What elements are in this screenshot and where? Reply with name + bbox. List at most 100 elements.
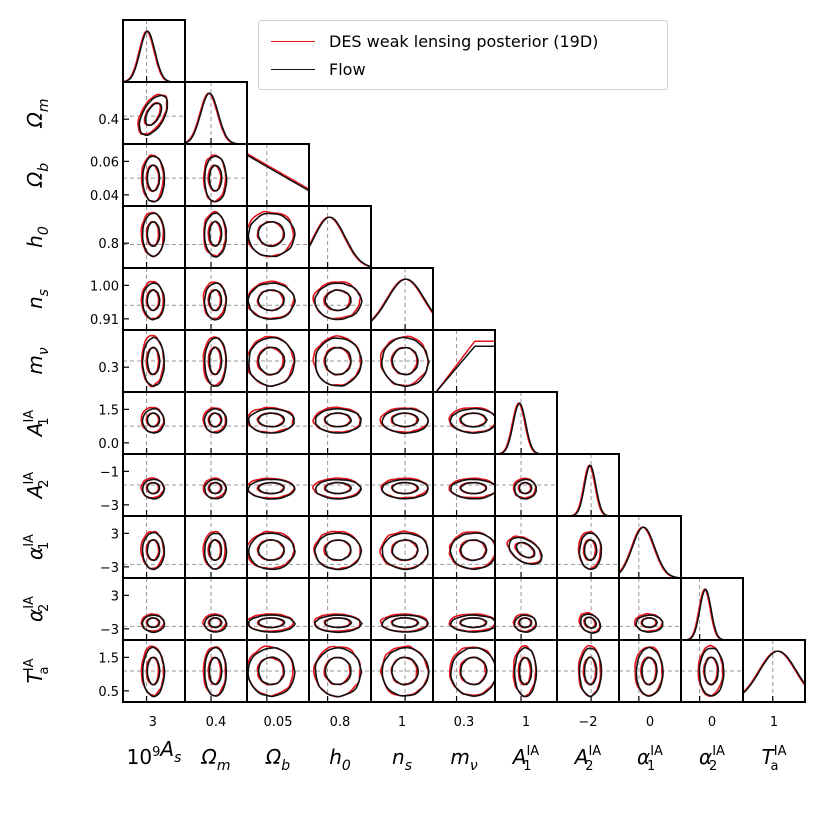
marginal-flow-line (371, 278, 433, 322)
contour-flow-outer (141, 282, 166, 321)
panel-h0-Om (184, 205, 248, 269)
contour-flow-inner (324, 617, 353, 629)
y-axis-labels-layer: Ωm Ωb h0 ns mν AIA1 AIA2 αIA1 αIA2 TIAa (22, 99, 52, 684)
panel-Ta-As (122, 639, 186, 703)
panel-A2-ns (370, 453, 434, 517)
contour-des-outer (247, 530, 296, 570)
x-axis-label-A2: AIA 2 (573, 744, 602, 774)
panel-al2-al1 (618, 577, 682, 641)
panel-al2-As (122, 577, 186, 641)
panel-frame (494, 515, 558, 579)
contour-flow-inner (146, 412, 161, 428)
contour-flow-outer (381, 532, 429, 571)
contour-flow-outer (513, 478, 538, 500)
contour-flow-outer (635, 614, 664, 633)
contour-des-outer (379, 335, 429, 387)
y-tick-label: −3 (100, 561, 119, 576)
marginal-des-line (743, 650, 805, 694)
panel-Ta-Om (184, 639, 248, 703)
y-tick-label: 0.0 (98, 437, 119, 452)
panel-frame (184, 143, 248, 207)
x-tick-label: 0 (646, 715, 654, 730)
contour-flow-inner (257, 481, 285, 495)
panel-al1-al1 (618, 515, 682, 579)
y-tick-label: 1.5 (98, 651, 119, 666)
panel-ns-ns (370, 267, 434, 331)
contour-flow-outer (141, 531, 166, 571)
contour-flow-inner (258, 617, 286, 629)
panel-al1-A1 (494, 515, 558, 579)
panel-ns-h0 (308, 267, 372, 331)
contour-des-outer (312, 645, 362, 698)
contour-flow-inner (146, 164, 161, 192)
contour-flow-inner (146, 289, 161, 312)
contour-flow-inner (146, 617, 161, 629)
contour-flow-outer (513, 646, 538, 698)
panel-Ta-h0 (308, 639, 372, 703)
contour-flow-outer (381, 336, 430, 388)
contour-flow-outer (247, 646, 296, 698)
panel-Om-Om (184, 81, 248, 145)
contour-flow-outer (141, 478, 166, 500)
x-tick-label: −2 (578, 715, 597, 730)
contour-des-inner (207, 289, 222, 312)
panel-al1-A2 (556, 515, 620, 579)
panel-h0-Ob (246, 205, 310, 269)
panel-frame (494, 577, 558, 641)
panel-Ta-al1 (618, 639, 682, 703)
marginal-des-line (371, 278, 433, 322)
panel-h0-As (122, 205, 186, 269)
legend: DES weak lensing posterior (19D) Flow (258, 20, 668, 90)
y-tick-label: 3 (111, 589, 119, 604)
y-axis-label-al1: αIA1 (22, 534, 52, 560)
panel-frame (308, 205, 372, 269)
x-tick-label: 1 (398, 715, 406, 730)
x-axis-label-Om: Ωm (201, 745, 231, 774)
contour-flow-outer (141, 336, 166, 388)
y-axis-label-ns: ns (23, 289, 52, 309)
marginal-des-line (247, 152, 309, 190)
panels-layer (122, 19, 806, 703)
panel-mnu-h0 (308, 329, 372, 393)
marginal-flow-line (619, 526, 681, 578)
contour-flow-inner (257, 289, 285, 312)
y-tick-label: 0.3 (98, 361, 119, 376)
panel-frame (184, 205, 248, 269)
panel-frame (246, 267, 310, 331)
panel-frame (246, 391, 310, 455)
panel-frame (122, 205, 186, 269)
contour-flow-inner (391, 412, 420, 428)
panel-A1-Ob (246, 391, 310, 455)
y-axis-label-Ob: Ωb (23, 163, 52, 188)
contour-des-outer (247, 613, 295, 633)
x-tick-label: 0.05 (264, 715, 293, 730)
panel-Ta-Ob (246, 639, 310, 703)
contour-flow-outer (381, 646, 430, 697)
panel-al1-ns (370, 515, 434, 579)
y-tick-labels-layer: 0.4 0.06 0.04 0.8 1.00 0.91 0.3 1.5 0.0 −1 −3 3 −3 3 −… (90, 113, 119, 700)
x-tick-label: 0.4 (206, 715, 227, 730)
panel-al2-A2 (556, 577, 620, 641)
contour-flow-outer (314, 337, 363, 387)
marginal-flow-line (433, 345, 495, 392)
contour-flow-inner (208, 538, 223, 562)
contour-flow-outer (203, 532, 228, 570)
panel-frame (122, 143, 186, 207)
contour-des-outer (448, 613, 495, 633)
marginal-flow-line (743, 650, 805, 694)
panel-mnu-ns (370, 329, 434, 393)
contour-flow-outer (203, 337, 227, 387)
panel-A2-h0 (308, 453, 372, 517)
marginal-flow-line (557, 464, 619, 516)
y-axis-label-A2: AIA2 (22, 472, 52, 501)
contour-flow-inner (641, 656, 658, 686)
contour-flow-outer (578, 532, 603, 571)
x-tick-label: 1 (770, 715, 778, 730)
contour-flow-inner (324, 289, 352, 312)
panel-frame (556, 453, 620, 517)
x-axis-label-al2: αIA 2 (699, 744, 725, 774)
marginal-des-line (495, 402, 557, 454)
contour-flow-inner (703, 656, 720, 686)
marginal-flow-line (185, 92, 247, 144)
marginal-flow-line (247, 154, 309, 192)
